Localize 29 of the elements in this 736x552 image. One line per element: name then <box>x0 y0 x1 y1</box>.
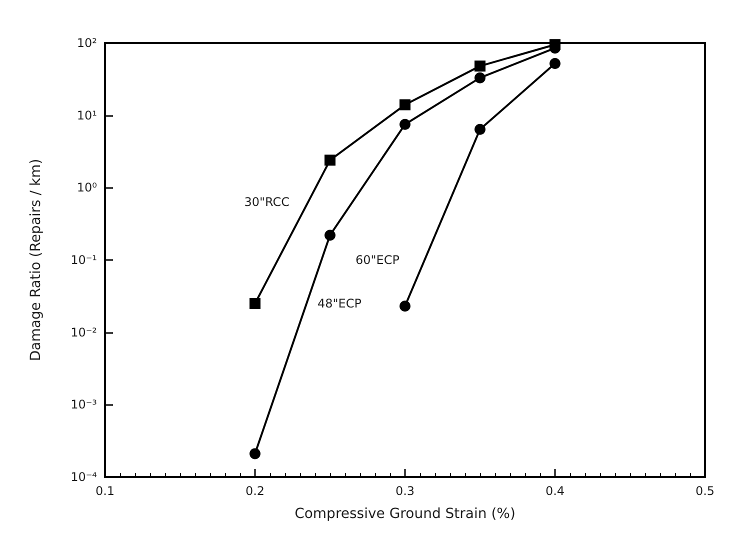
y-tick-label: 10¹ <box>76 108 98 122</box>
x-tick-label: 0.2 <box>245 484 265 498</box>
y-axis-title: Damage Ratio (Repairs / km) <box>28 158 44 362</box>
x-tick-label: 0.1 <box>95 484 115 498</box>
x-tick-label: 0.5 <box>695 484 715 498</box>
x-tick-label: 0.3 <box>395 484 415 498</box>
point <box>250 298 260 310</box>
x-axis-title: Compressive Ground Strain (%) <box>294 506 516 522</box>
x-tick-label: 0.4 <box>545 484 565 498</box>
point <box>550 58 560 70</box>
point <box>400 99 410 110</box>
y-tick-label: 10⁻⁴ <box>70 470 98 484</box>
point <box>400 300 410 312</box>
point <box>324 230 336 241</box>
y-tick-label: 10² <box>76 36 98 50</box>
point <box>474 124 486 135</box>
point <box>250 448 260 460</box>
series-label: 30"RCC <box>244 195 290 210</box>
y-tick-label: 10⁻² <box>70 325 98 340</box>
series-label: 60"ECP <box>356 253 400 268</box>
point <box>400 118 410 130</box>
point <box>474 60 486 72</box>
y-tick-label: 10⁻³ <box>70 398 98 412</box>
point <box>474 72 486 84</box>
series-label: 48"ECP <box>318 296 362 311</box>
y-tick-label: 10⁻¹ <box>70 253 98 267</box>
y-tick-label: 10⁰ <box>76 180 98 195</box>
point <box>550 39 560 50</box>
point <box>324 154 336 166</box>
